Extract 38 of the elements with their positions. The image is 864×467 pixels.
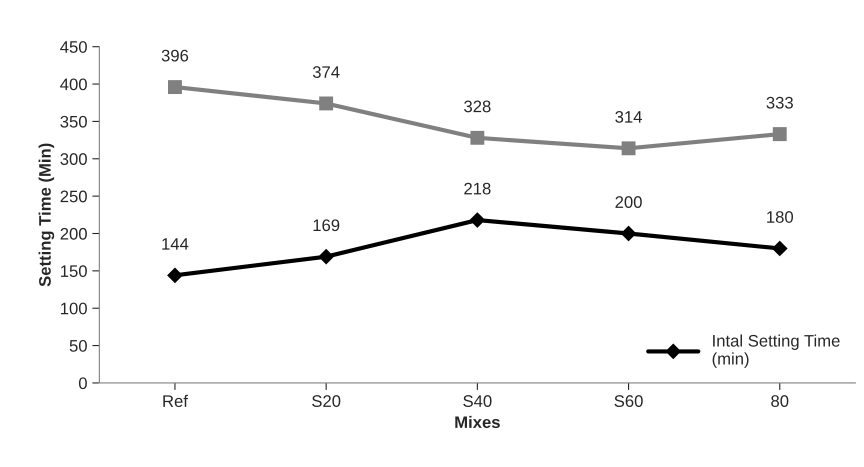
point	[622, 141, 636, 156]
data-label: 218	[464, 182, 491, 195]
y-tick-label: 50	[70, 340, 87, 352]
data-label: 169	[314, 219, 340, 232]
data-label: 180	[767, 211, 794, 223]
x-tick-label: S40	[463, 395, 492, 407]
y-tick-label: 300	[60, 153, 87, 165]
data-label: 396	[162, 50, 188, 62]
point	[772, 127, 787, 142]
y-tick-label: 0	[78, 377, 87, 390]
x-tick-label: S60	[614, 395, 643, 407]
y-tick-label: 250	[60, 190, 87, 202]
point	[470, 212, 485, 228]
point	[620, 226, 636, 242]
point	[772, 240, 788, 256]
x-axis-title: Mixes	[455, 416, 500, 428]
y-tick-label: 400	[60, 78, 87, 90]
data-label: 200	[615, 196, 642, 208]
y-axis-title: Setting Time (Min)	[38, 144, 54, 286]
legend-label: Intal Setting Time (min)	[712, 334, 840, 368]
point	[318, 249, 334, 264]
point	[470, 130, 484, 145]
x-tick-label: S20	[312, 395, 340, 407]
data-label: 314	[615, 111, 642, 123]
y-tick-label: 200	[60, 228, 87, 240]
data-label: 374	[312, 66, 340, 78]
y-tick-label: 100	[61, 302, 87, 314]
y-tick-label: 350	[60, 116, 87, 128]
point	[319, 96, 334, 110]
point	[167, 268, 183, 283]
data-label: 328	[464, 100, 491, 112]
x-tick-label: 80	[771, 395, 788, 407]
y-tick-label: 150	[61, 265, 87, 278]
y-tick-label: 450	[60, 41, 87, 53]
point	[168, 80, 182, 94]
x-tick-label: Ref	[163, 394, 188, 407]
data-label: 144	[162, 238, 188, 250]
data-label: 333	[766, 96, 793, 109]
